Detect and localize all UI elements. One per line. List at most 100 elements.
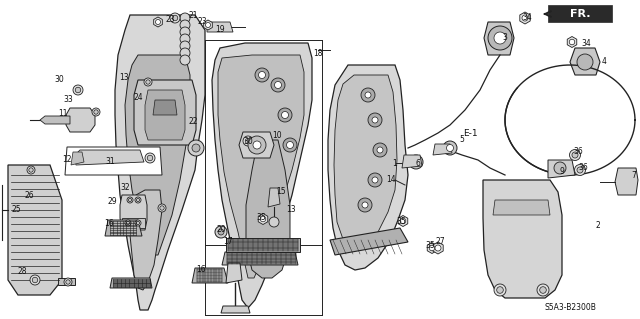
Polygon shape bbox=[493, 200, 550, 215]
Circle shape bbox=[494, 284, 506, 296]
Circle shape bbox=[282, 112, 289, 118]
Text: FR.: FR. bbox=[570, 9, 590, 19]
Polygon shape bbox=[334, 75, 397, 248]
Text: 32: 32 bbox=[120, 183, 130, 192]
Text: 33: 33 bbox=[63, 95, 73, 105]
Circle shape bbox=[180, 41, 190, 51]
Circle shape bbox=[358, 198, 372, 212]
Polygon shape bbox=[207, 22, 233, 32]
Circle shape bbox=[160, 206, 164, 210]
Circle shape bbox=[156, 19, 161, 25]
Circle shape bbox=[129, 198, 132, 202]
Circle shape bbox=[66, 280, 70, 284]
Polygon shape bbox=[58, 278, 75, 285]
Text: 5: 5 bbox=[460, 136, 465, 145]
Text: 10: 10 bbox=[272, 130, 282, 139]
Circle shape bbox=[127, 197, 133, 203]
Polygon shape bbox=[125, 55, 190, 255]
Circle shape bbox=[522, 15, 528, 21]
Text: 35: 35 bbox=[256, 213, 266, 222]
Polygon shape bbox=[226, 238, 300, 252]
Polygon shape bbox=[258, 213, 268, 225]
Polygon shape bbox=[398, 216, 408, 226]
Circle shape bbox=[253, 141, 261, 149]
Polygon shape bbox=[130, 190, 162, 290]
Polygon shape bbox=[221, 306, 250, 313]
Circle shape bbox=[30, 275, 40, 285]
Text: 36: 36 bbox=[573, 146, 583, 155]
Text: 20: 20 bbox=[216, 225, 226, 234]
Polygon shape bbox=[145, 90, 185, 140]
Polygon shape bbox=[483, 180, 562, 298]
Polygon shape bbox=[433, 144, 452, 155]
Text: 13: 13 bbox=[119, 72, 129, 81]
Circle shape bbox=[136, 198, 140, 202]
Circle shape bbox=[94, 110, 98, 114]
Text: 30: 30 bbox=[54, 75, 64, 84]
Text: 25: 25 bbox=[11, 205, 21, 214]
Text: 3: 3 bbox=[502, 33, 508, 42]
Circle shape bbox=[368, 173, 382, 187]
Circle shape bbox=[494, 32, 506, 44]
Circle shape bbox=[429, 245, 435, 251]
Circle shape bbox=[32, 277, 38, 283]
Circle shape bbox=[215, 226, 227, 238]
Circle shape bbox=[255, 68, 269, 82]
Text: 35: 35 bbox=[425, 241, 435, 250]
Polygon shape bbox=[74, 150, 144, 165]
Text: 7: 7 bbox=[632, 172, 636, 181]
Polygon shape bbox=[154, 17, 163, 27]
Circle shape bbox=[572, 152, 578, 158]
Circle shape bbox=[488, 26, 512, 50]
Circle shape bbox=[136, 221, 140, 225]
Polygon shape bbox=[65, 147, 162, 175]
Circle shape bbox=[180, 27, 190, 37]
Text: 31: 31 bbox=[105, 157, 115, 166]
Text: 30: 30 bbox=[243, 137, 253, 145]
Polygon shape bbox=[239, 132, 274, 158]
Text: 34: 34 bbox=[581, 39, 591, 48]
Circle shape bbox=[172, 15, 178, 21]
Polygon shape bbox=[66, 108, 95, 132]
Circle shape bbox=[373, 143, 387, 157]
Circle shape bbox=[27, 166, 35, 174]
Text: 9: 9 bbox=[559, 167, 564, 176]
Circle shape bbox=[275, 81, 282, 88]
Polygon shape bbox=[71, 152, 84, 165]
Circle shape bbox=[144, 78, 152, 86]
Circle shape bbox=[497, 287, 503, 293]
Polygon shape bbox=[328, 65, 408, 270]
Circle shape bbox=[180, 13, 190, 23]
Text: 19: 19 bbox=[215, 26, 225, 34]
Circle shape bbox=[372, 117, 378, 123]
Circle shape bbox=[146, 80, 150, 84]
Circle shape bbox=[64, 278, 72, 286]
Circle shape bbox=[377, 147, 383, 153]
Circle shape bbox=[372, 177, 378, 183]
Circle shape bbox=[180, 48, 190, 58]
Circle shape bbox=[205, 23, 211, 27]
Text: 24: 24 bbox=[133, 93, 143, 102]
Polygon shape bbox=[204, 20, 212, 30]
Polygon shape bbox=[226, 263, 242, 283]
Polygon shape bbox=[120, 195, 147, 230]
Circle shape bbox=[278, 108, 292, 122]
Circle shape bbox=[260, 216, 266, 222]
Circle shape bbox=[180, 55, 190, 65]
Text: 23: 23 bbox=[197, 18, 207, 26]
Text: 2: 2 bbox=[596, 221, 600, 231]
Polygon shape bbox=[153, 100, 177, 115]
Text: 16: 16 bbox=[104, 219, 114, 227]
Text: 14: 14 bbox=[386, 175, 396, 184]
Text: 4: 4 bbox=[602, 57, 607, 66]
Polygon shape bbox=[268, 188, 280, 207]
Polygon shape bbox=[615, 168, 638, 195]
Polygon shape bbox=[192, 268, 228, 283]
Circle shape bbox=[287, 142, 294, 149]
Polygon shape bbox=[122, 218, 145, 228]
Text: 21: 21 bbox=[188, 11, 198, 19]
Polygon shape bbox=[484, 22, 514, 55]
Circle shape bbox=[188, 140, 204, 156]
Circle shape bbox=[245, 138, 251, 144]
Circle shape bbox=[248, 136, 266, 154]
